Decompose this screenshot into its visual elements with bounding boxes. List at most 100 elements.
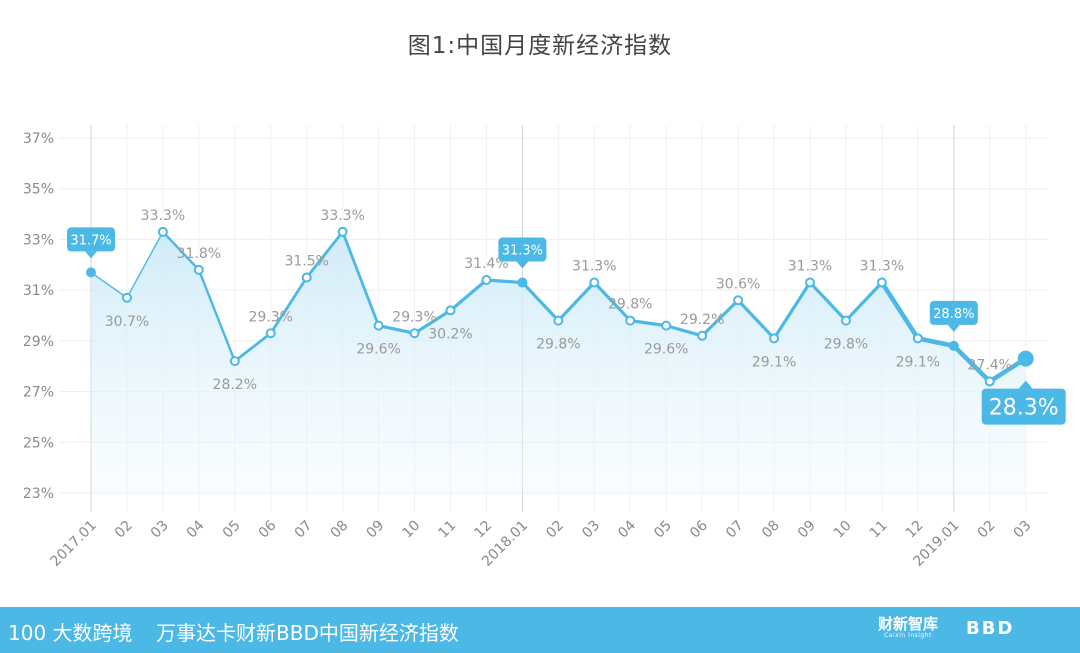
line-segment — [844, 280, 884, 323]
line-segment — [126, 231, 164, 299]
footer-subtitle: 万事达卡财新BBD中国新经济指数 — [156, 621, 459, 645]
data-point — [769, 333, 780, 344]
x-tick-label: 11 — [435, 518, 459, 542]
data-label: 30.6% — [716, 276, 760, 292]
callout: 28.8% — [929, 300, 978, 332]
data-point — [86, 267, 96, 278]
y-tick-label: 37% — [23, 131, 54, 147]
data-point — [229, 356, 240, 367]
data-point — [445, 305, 456, 316]
data-label: 33.3% — [141, 208, 185, 224]
data-label: 33.3% — [320, 208, 364, 224]
x-tick-label: 07 — [723, 518, 747, 542]
data-point — [948, 340, 959, 351]
data-label: 27.4% — [968, 357, 1012, 373]
callout-box — [929, 300, 978, 325]
callout-box — [67, 227, 115, 252]
chart-title: 图1:中国月度新经济指数 — [407, 33, 673, 59]
data-label: 31.3% — [502, 244, 543, 259]
caixin-logo-text: 财新智库 — [878, 615, 939, 633]
line-segment — [305, 230, 345, 279]
line-segment — [951, 343, 993, 384]
data-label: 29.3% — [392, 309, 436, 325]
line-segment — [90, 271, 128, 299]
data-point — [301, 272, 312, 283]
data-label: 29.8% — [824, 337, 868, 353]
callout-box — [498, 237, 547, 262]
data-point — [589, 277, 600, 288]
x-tick-label: 12 — [903, 518, 927, 542]
x-tick-label: 08 — [328, 518, 352, 542]
line-segment — [377, 324, 417, 335]
data-label: 29.3% — [249, 309, 293, 325]
bbd-logo: BBD — [966, 618, 1015, 639]
callout: 31.7% — [67, 227, 115, 259]
x-tick-label: 03 — [1011, 518, 1035, 542]
data-label: 31.7% — [70, 233, 111, 248]
x-tick-label: 05 — [651, 518, 675, 542]
caixin-logo-subtext: Caixin Insight — [884, 632, 932, 639]
x-tick-label: 07 — [292, 518, 316, 542]
y-tick-label: 23% — [23, 486, 54, 502]
data-label: 28.8% — [933, 307, 974, 322]
line-segment — [520, 280, 560, 323]
line-segment — [915, 336, 957, 349]
y-tick-label: 33% — [23, 232, 54, 248]
data-label: 29.2% — [680, 312, 724, 328]
line-segment — [412, 308, 453, 335]
data-label: 29.8% — [536, 337, 580, 353]
y-tick-label: 25% — [23, 435, 54, 451]
data-point — [157, 226, 168, 237]
line-segment — [448, 278, 489, 313]
x-tick-label: 03 — [148, 518, 172, 542]
y-tick-label: 31% — [23, 283, 54, 299]
x-tick-label: 10 — [831, 518, 855, 542]
line-chart: 23% 25% 27% 29% 31% 33% 35% 37% 31.7% 30.7% 33.3%… — [23, 125, 1066, 570]
line-segment — [664, 324, 704, 338]
data-label: 31.4% — [464, 256, 508, 272]
line-segment — [879, 280, 921, 341]
x-tick-label: 06 — [687, 517, 711, 541]
y-tick-label: 27% — [23, 385, 54, 401]
data-label: 29.1% — [896, 354, 940, 370]
y-axis: 23% 25% 27% 29% 31% 33% 35% 37% — [23, 131, 54, 502]
data-point — [805, 277, 815, 288]
y-tick-label: 35% — [23, 182, 54, 198]
data-label: 31.3% — [788, 259, 832, 275]
data-point — [553, 315, 564, 326]
line-segment — [556, 280, 596, 323]
line-segment — [736, 298, 776, 340]
data-point — [625, 315, 636, 326]
data-label: 29.6% — [644, 342, 688, 358]
data-point — [840, 315, 851, 326]
callout-arrow — [516, 261, 529, 269]
line-segment — [808, 280, 848, 323]
caixin-logo: 财新智库 Caixin Insight — [878, 616, 938, 639]
data-labels: 31.7% 30.7% 33.3% 31.8% 28.2% 29.3% 31.5% 33.3%… — [67, 208, 1066, 425]
data-point — [121, 292, 132, 303]
area-fill — [91, 231, 1026, 494]
callout: 31.3% — [498, 237, 547, 269]
x-tick-label: 06 — [256, 517, 280, 541]
data-label: 30.2% — [428, 326, 472, 342]
callout-arrow — [947, 324, 960, 332]
x-tick-label: 09 — [795, 518, 819, 542]
data-label: 29.6% — [356, 342, 400, 358]
series-line — [90, 230, 1028, 384]
callout: 28.3% — [981, 380, 1066, 425]
data-label: 30.7% — [105, 314, 149, 330]
brand-logo-left: 100 大数跨境 — [8, 621, 133, 645]
line-segment — [700, 298, 740, 338]
line-segment — [484, 278, 525, 285]
data-point — [193, 264, 204, 275]
x-tick-label: 11 — [867, 518, 891, 542]
line-segment — [269, 276, 309, 335]
data-label: 28.3% — [989, 396, 1059, 421]
x-tick-label: 08 — [759, 518, 783, 542]
data-label: 31.5% — [284, 253, 328, 269]
y-tick-label: 29% — [23, 334, 54, 350]
data-point — [517, 277, 528, 288]
line-segment — [233, 331, 273, 363]
x-tick-label: 02 — [112, 518, 136, 542]
